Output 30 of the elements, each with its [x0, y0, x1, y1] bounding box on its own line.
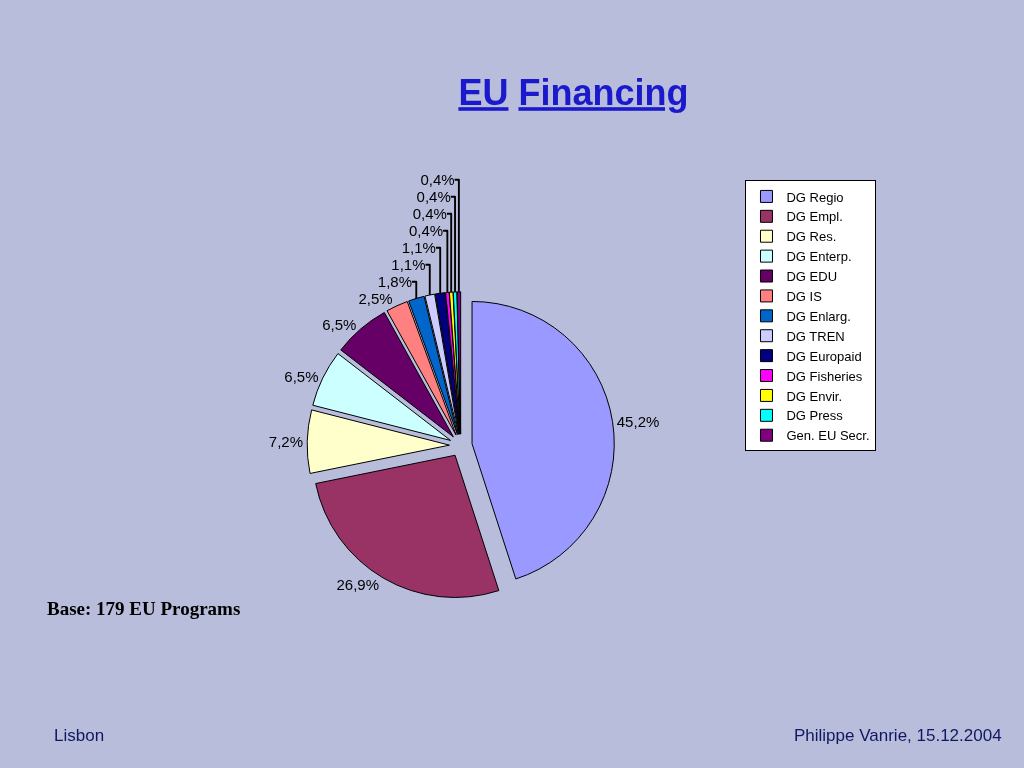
legend-label: DG Res. [786, 229, 837, 245]
legend-label: DG Press [786, 408, 844, 424]
data-label: 0,4% [412, 205, 447, 223]
legend-label: DG Enlarg. [786, 308, 851, 324]
data-label: 1,1% [391, 256, 426, 274]
data-label: 7,2% [268, 433, 303, 451]
data-label: 1,1% [401, 239, 436, 257]
data-label: 0,4% [408, 222, 444, 240]
text: Lisbon [54, 726, 105, 745]
data-label: 2,5% [358, 290, 393, 308]
legend-label: DG Empl. [786, 209, 843, 225]
legend-label: DG Fisheries [786, 368, 863, 384]
data-label: 45,2% [616, 412, 660, 430]
data-label: 1,8% [377, 273, 413, 291]
data-label: 0,4% [420, 171, 455, 189]
legend-label: DG IS [786, 289, 823, 304]
legend-label: DG TREN [786, 328, 845, 344]
data-label: 0,4% [416, 188, 451, 206]
data-label: 6,5% [322, 315, 357, 333]
text: Base: 179 EU Programs [47, 598, 241, 619]
legend-label: DG Europaid [786, 348, 862, 364]
chart-title: EU Financing [458, 72, 689, 114]
legend-label: DG Enterp. [786, 249, 852, 265]
legend-label: DG Regio [786, 189, 844, 205]
text: Philippe Vanrie, 15.12.2004 [794, 726, 1002, 745]
legend-label: Gen. EU Secr. [786, 428, 870, 444]
data-label: 6,5% [284, 367, 319, 385]
legend-label: DG EDU [786, 269, 838, 285]
data-label: 26,9% [336, 575, 380, 593]
legend-label: DG Envir. [786, 388, 843, 404]
